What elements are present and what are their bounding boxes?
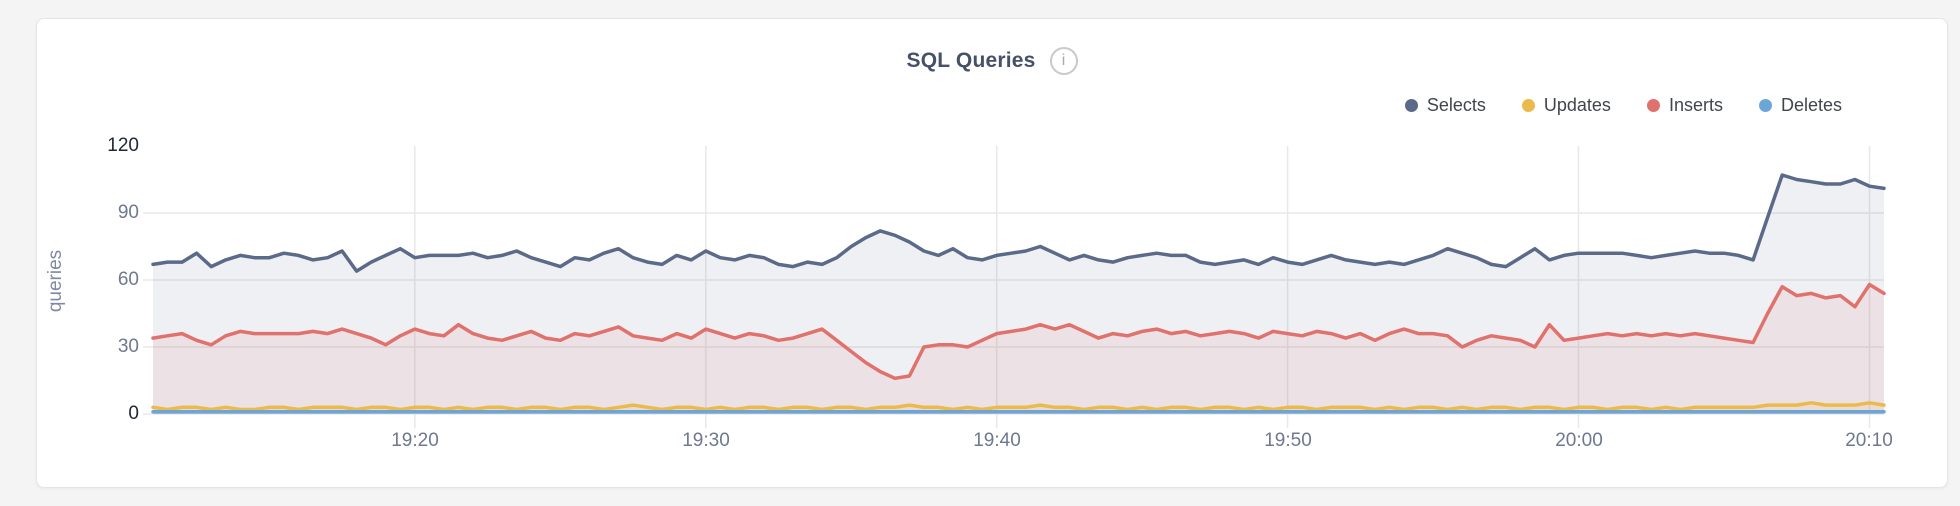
legend-dot-icon <box>1404 99 1418 112</box>
legend-label: Selects <box>1426 95 1486 115</box>
x-tick-label: 19:30 <box>682 430 730 451</box>
x-tick-label: 20:00 <box>1555 430 1603 451</box>
y-tick-label: 0 <box>128 403 139 424</box>
info-icon-glyph: i <box>1061 52 1066 69</box>
y-tick-label: 30 <box>117 336 139 357</box>
x-tick-label: 19:50 <box>1264 430 1312 451</box>
chart-header: SQL Queries i <box>37 45 1947 77</box>
y-axis-title: queries <box>45 249 66 313</box>
y-tick-label: 120 <box>107 135 139 156</box>
legend-label: Inserts <box>1668 95 1723 115</box>
info-icon[interactable]: i <box>1049 47 1078 75</box>
legend: Selects Updates Inserts Deletes <box>1404 95 1842 116</box>
legend-item-updates[interactable]: Updates <box>1521 95 1611 116</box>
chart-svg[interactable] <box>143 146 1886 428</box>
legend-item-inserts[interactable]: Inserts <box>1646 95 1723 116</box>
x-tick-label: 19:20 <box>391 430 439 451</box>
legend-label: Updates <box>1543 95 1611 115</box>
x-tick-label: 19:40 <box>973 430 1021 451</box>
legend-dot-icon <box>1646 99 1660 112</box>
legend-dot-icon <box>1758 99 1772 112</box>
chart-title: SQL Queries <box>906 49 1036 72</box>
legend-dot-icon <box>1521 99 1535 112</box>
x-tick-label: 20:10 <box>1845 430 1893 451</box>
y-tick-label: 90 <box>117 202 139 223</box>
legend-label: Deletes <box>1780 95 1842 115</box>
legend-item-deletes[interactable]: Deletes <box>1758 95 1842 116</box>
chart-card: SQL Queries i Selects Updates Inserts Delet… <box>36 18 1948 488</box>
y-tick-label: 60 <box>117 269 139 290</box>
legend-item-selects[interactable]: Selects <box>1404 95 1486 116</box>
